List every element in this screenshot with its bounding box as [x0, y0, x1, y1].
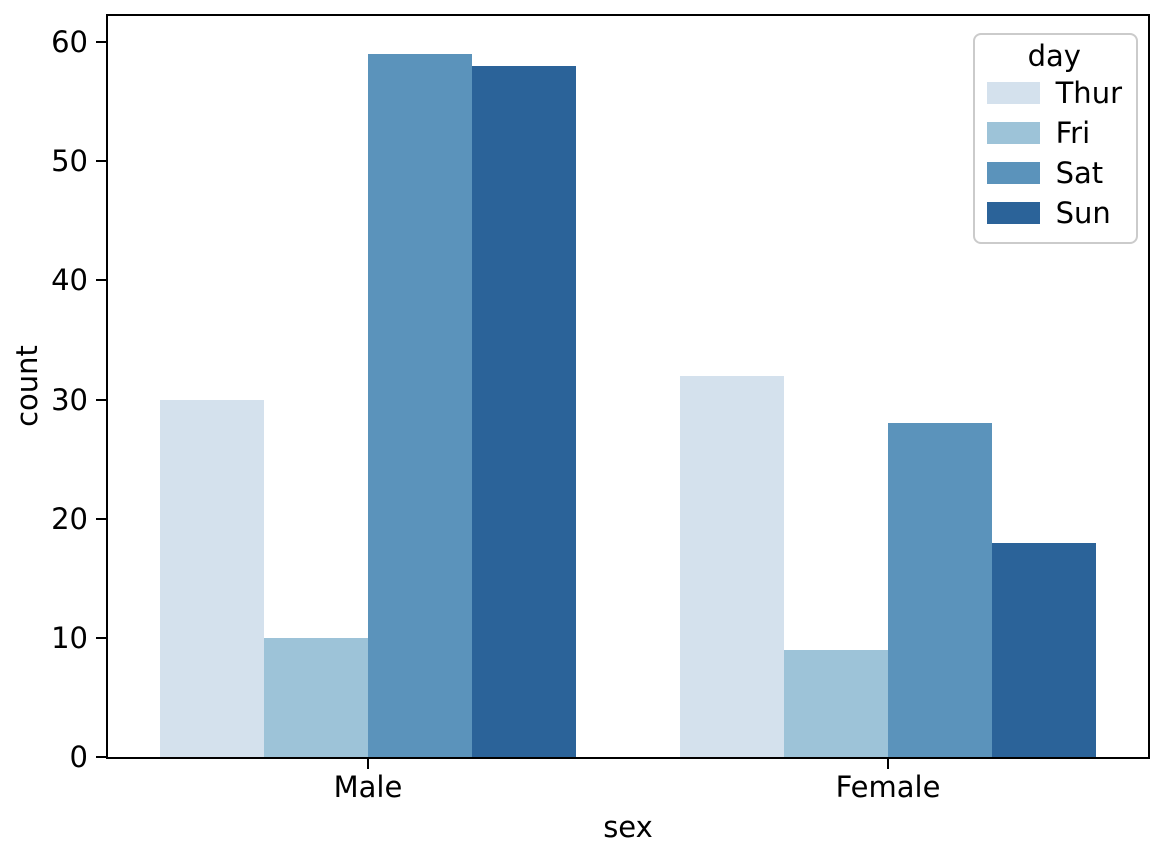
y-tick-mark	[96, 398, 106, 401]
bar-female-thur	[680, 375, 784, 757]
y-tick-mark	[96, 160, 106, 163]
y-tick-mark	[96, 517, 106, 520]
legend-item-sun: Sun	[986, 193, 1122, 233]
y-tick-label: 30	[51, 382, 88, 417]
legend-swatch-sat	[986, 162, 1040, 184]
y-tick-label: 20	[51, 501, 88, 536]
legend-item-fri: Fri	[986, 113, 1122, 153]
bar-male-sat	[368, 54, 472, 757]
legend-swatch-thur	[986, 82, 1040, 104]
legend: day Thur Fri Sat Sun	[972, 33, 1138, 244]
bar-female-sat	[888, 423, 992, 757]
legend-swatch-sun	[986, 202, 1040, 224]
legend-swatch-fri	[986, 122, 1040, 144]
legend-label: Thur	[1055, 76, 1122, 110]
legend-item-sat: Sat	[986, 153, 1122, 193]
x-tick-label-female: Female	[835, 770, 941, 804]
legend-label: Sun	[1055, 196, 1111, 230]
legend-label: Sat	[1055, 156, 1104, 190]
y-tick-label: 40	[51, 263, 88, 298]
bar-female-fri	[784, 649, 888, 757]
x-tick-mark	[367, 759, 369, 769]
x-tick-label-male: Male	[333, 770, 403, 804]
y-tick-label: 60	[51, 25, 88, 60]
legend-title: day	[1027, 39, 1081, 73]
y-tick-label: 50	[51, 144, 88, 179]
bars-layer	[108, 16, 1148, 757]
bar-male-fri	[264, 637, 368, 757]
y-tick-mark	[96, 279, 106, 282]
legend-items: Thur Fri Sat Sun	[986, 73, 1122, 233]
x-tick-mark	[887, 759, 889, 769]
y-tick-mark	[96, 41, 106, 44]
y-tick-mark	[96, 756, 106, 758]
bar-female-sun	[992, 542, 1096, 757]
bar-male-thur	[160, 399, 264, 757]
y-tick-label: 10	[51, 620, 88, 655]
y-tick-label: 0	[69, 740, 88, 774]
x-axis-label: sex	[603, 810, 653, 844]
y-tick-mark	[96, 636, 106, 639]
legend-item-thur: Thur	[986, 73, 1122, 113]
legend-label: Fri	[1055, 116, 1091, 150]
bar-male-sun	[472, 66, 576, 757]
